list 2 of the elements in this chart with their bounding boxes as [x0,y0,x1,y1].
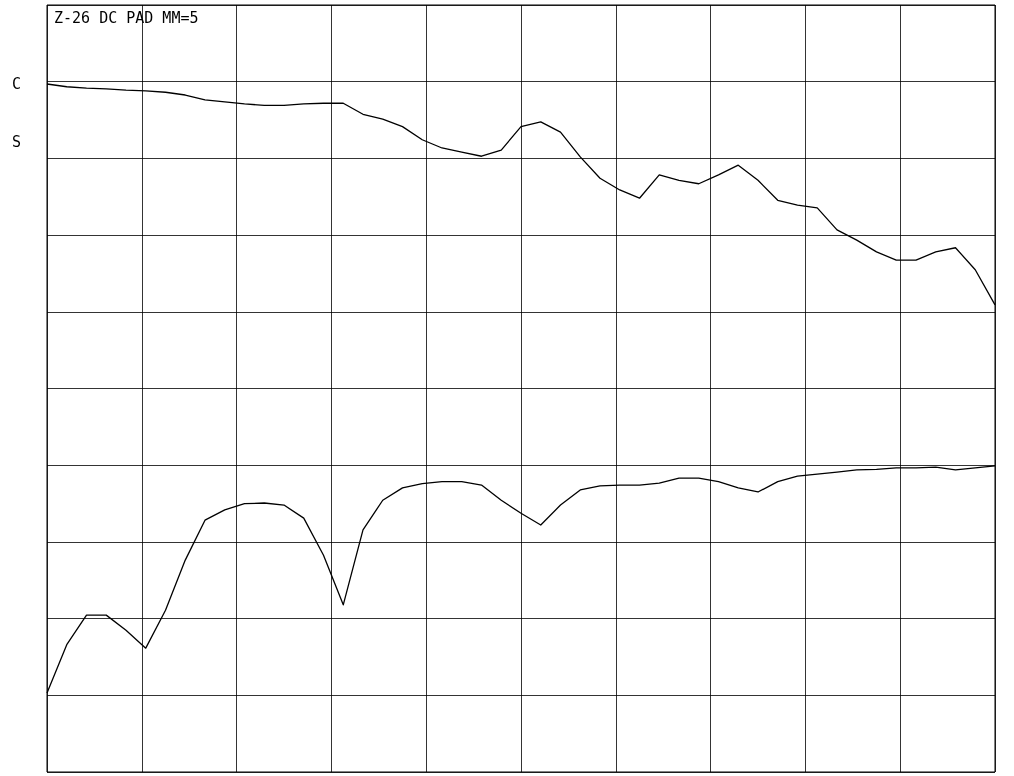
text: C [12,74,22,93]
text: S [12,132,22,151]
